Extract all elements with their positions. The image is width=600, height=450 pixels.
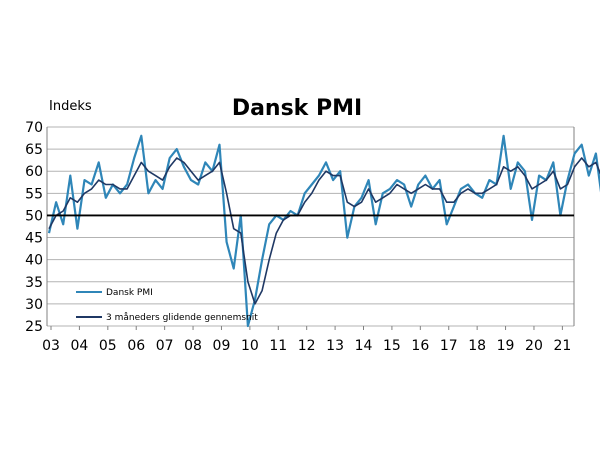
x-tick-14: 14 bbox=[355, 338, 373, 354]
y-tick-30: 30 bbox=[25, 297, 43, 313]
x-tick-13: 13 bbox=[326, 338, 344, 354]
y-tick-50: 50 bbox=[25, 208, 43, 224]
x-tick-11: 11 bbox=[269, 338, 287, 354]
x-tick-labels: 03 04 05 06 07 08 09 10 11 12 13 14 15 16 17 18 19 20 21 bbox=[42, 326, 571, 354]
x-tick-12: 12 bbox=[298, 338, 316, 354]
x-tick-10: 10 bbox=[241, 338, 259, 354]
legend-label-avg: 3 måneders glidende gennemsnit bbox=[106, 312, 258, 323]
y-axis-label: Indeks bbox=[49, 99, 92, 114]
x-tick-15: 15 bbox=[383, 338, 401, 354]
y-tick-55: 55 bbox=[25, 186, 43, 202]
x-tick-07: 07 bbox=[156, 338, 174, 354]
x-tick-16: 16 bbox=[411, 338, 429, 354]
series-line-dansk-pmi bbox=[47, 134, 600, 328]
y-tick-labels: 25 30 35 40 45 50 55 60 65 70 bbox=[25, 120, 43, 335]
x-tick-05: 05 bbox=[99, 338, 117, 354]
y-tick-25: 25 bbox=[25, 319, 43, 335]
chart-title: Dansk PMI bbox=[232, 96, 362, 121]
x-tick-17: 17 bbox=[440, 338, 458, 354]
series-lines bbox=[47, 134, 600, 328]
x-tick-20: 20 bbox=[525, 338, 543, 354]
x-tick-04: 04 bbox=[70, 338, 88, 354]
y-tick-60: 60 bbox=[25, 164, 43, 180]
legend-label-dansk-pmi: Dansk PMI bbox=[106, 288, 153, 298]
y-tick-45: 45 bbox=[25, 231, 43, 247]
x-tick-19: 19 bbox=[497, 338, 515, 354]
y-tick-35: 35 bbox=[25, 275, 43, 291]
legend: Dansk PMI 3 måneders glidende gennemsnit bbox=[76, 288, 258, 323]
x-tick-21: 21 bbox=[553, 338, 571, 354]
x-tick-03: 03 bbox=[42, 338, 60, 354]
x-tick-06: 06 bbox=[127, 338, 145, 354]
y-tick-70: 70 bbox=[25, 120, 43, 136]
x-tick-08: 08 bbox=[184, 338, 202, 354]
series-line-avg bbox=[48, 157, 600, 305]
y-tick-40: 40 bbox=[25, 253, 43, 269]
y-tick-65: 65 bbox=[25, 142, 43, 158]
x-tick-18: 18 bbox=[468, 338, 486, 354]
x-tick-09: 09 bbox=[213, 338, 231, 354]
